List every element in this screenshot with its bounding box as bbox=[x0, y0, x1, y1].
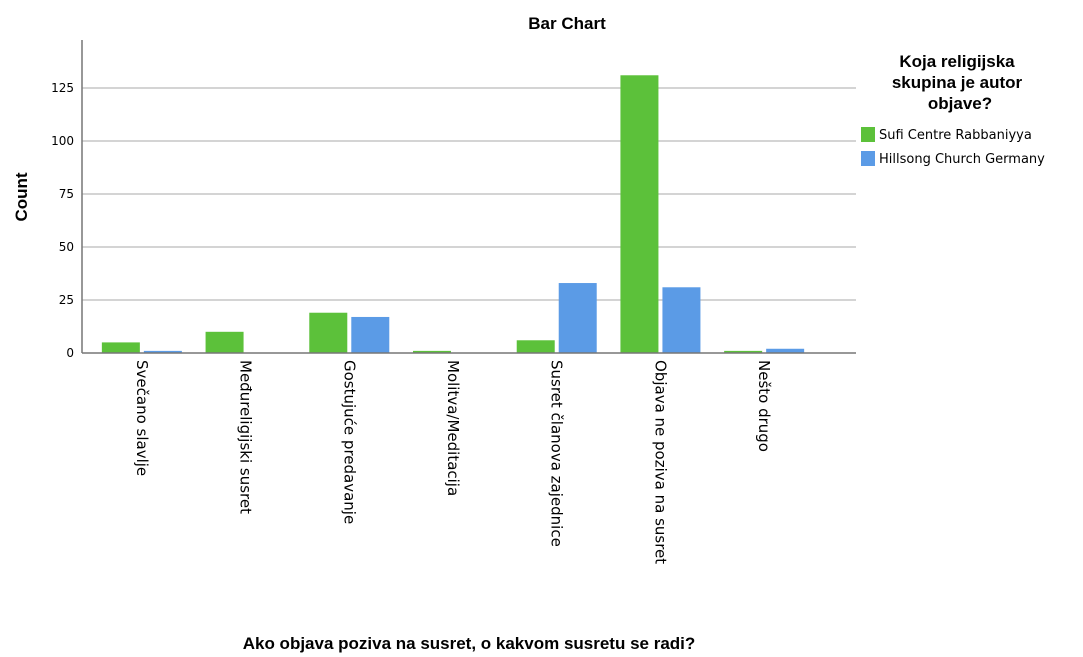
bar-series-2-cat-6 bbox=[662, 287, 701, 353]
bars bbox=[101, 75, 805, 353]
y-tick-label: 125 bbox=[51, 81, 74, 95]
y-tick-labels: 0 25 50 75 100 125 bbox=[51, 81, 74, 360]
y-tick-label: 100 bbox=[51, 134, 74, 148]
bar-series-1-cat-5 bbox=[516, 340, 555, 353]
y-tick-label: 50 bbox=[59, 240, 74, 254]
legend-items: Sufi Centre Rabbaniyya Hillsong Church Ge… bbox=[861, 127, 1045, 167]
legend-swatch-1 bbox=[861, 127, 875, 142]
bar-series-2-cat-1 bbox=[143, 350, 182, 353]
bar-series-1-cat-4 bbox=[413, 350, 452, 353]
legend-title-line-2: skupina je autor bbox=[892, 73, 1023, 92]
x-tick-label: Svečano slavlje bbox=[133, 360, 151, 476]
legend-title-line-1: Koja religijska bbox=[899, 52, 1015, 71]
bar-series-1-cat-3 bbox=[309, 312, 348, 353]
bar-series-2-cat-7 bbox=[766, 348, 805, 353]
x-tick-label: Nešto drugo bbox=[755, 360, 773, 452]
y-tick-label: 0 bbox=[66, 346, 74, 360]
x-tick-label: Gostujuće predavanje bbox=[340, 360, 358, 524]
legend-label-2: Hillsong Church Germany bbox=[879, 152, 1045, 167]
bar-series-1-cat-6 bbox=[620, 75, 659, 353]
bar-series-1-cat-2 bbox=[205, 331, 244, 353]
y-tick-label: 25 bbox=[59, 293, 74, 307]
x-tick-labels: Svečano slavlje Međureligijski susret Gost… bbox=[133, 360, 773, 564]
bar-series-1-cat-7 bbox=[724, 350, 763, 353]
legend-title-line-3: objave? bbox=[928, 94, 992, 113]
bar-series-1-cat-1 bbox=[101, 342, 140, 353]
legend-swatch-2 bbox=[861, 151, 875, 166]
chart-title: Bar Chart bbox=[528, 14, 606, 33]
x-tick-label: Međureligijski susret bbox=[237, 360, 255, 514]
y-tick-label: 75 bbox=[59, 187, 74, 201]
legend-label-1: Sufi Centre Rabbaniyya bbox=[879, 128, 1032, 143]
legend: Koja religijska skupina je autor objave?… bbox=[861, 52, 1045, 167]
y-axis-title: Count bbox=[12, 172, 31, 221]
x-tick-label: Objava ne poziva na susret bbox=[651, 360, 669, 564]
gridlines bbox=[82, 87, 856, 301]
x-tick-label: Molitva/Meditacija bbox=[444, 360, 462, 496]
x-tick-label: Susret članova zajednice bbox=[548, 360, 566, 547]
x-axis-title: Ako objava poziva na susret, o kakvom su… bbox=[243, 634, 696, 653]
bar-series-2-cat-5 bbox=[558, 283, 597, 353]
bar-series-2-cat-3 bbox=[351, 316, 390, 353]
